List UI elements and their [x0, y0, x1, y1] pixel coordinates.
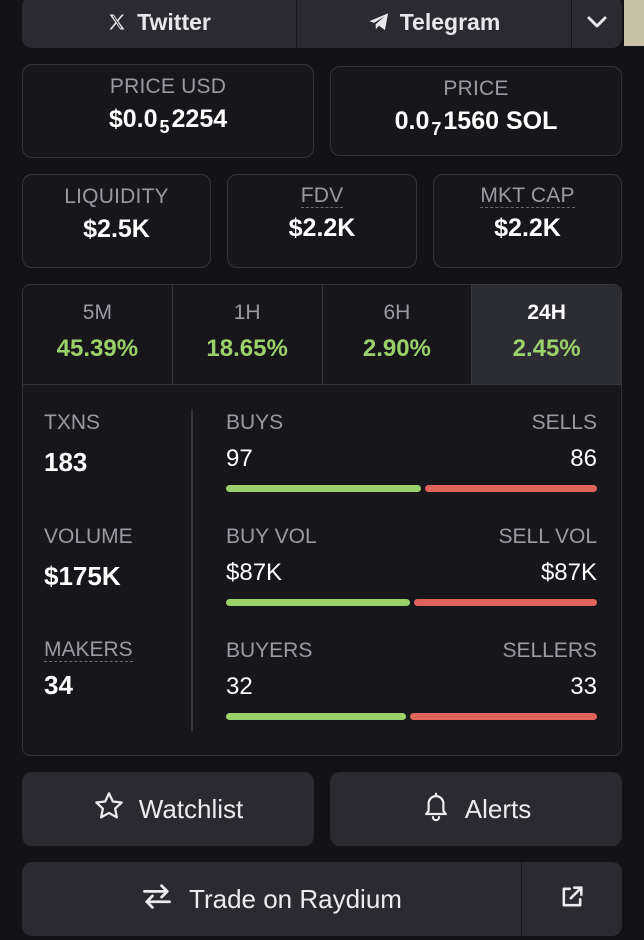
sells-value: 86 [570, 445, 597, 472]
buy-sell-volume-stat: BUY VOL SELL VOL $87K $87K [226, 525, 597, 606]
price-native-zero-count: 7 [431, 119, 442, 139]
liquidity-value: $2.5K [83, 215, 150, 243]
liquidity-label: LIQUIDITY [64, 185, 169, 208]
sells-bar [425, 485, 597, 492]
tab-label: 1H [233, 301, 261, 324]
sells-label: SELLS [531, 411, 597, 434]
swap-arrows-icon [141, 882, 173, 917]
buyers-sellers-ratio-bar [226, 713, 597, 720]
star-icon [93, 790, 125, 829]
price-native-label: PRICE [443, 77, 509, 100]
bell-icon [421, 790, 451, 829]
tab-label: 24H [527, 301, 566, 324]
buys-sells-stat: BUYS SELLS 97 86 [226, 411, 597, 492]
tab-label: 6H [383, 301, 411, 324]
buys-sells-ratio-bar [226, 485, 597, 492]
timeframe-tabs: 5M 45.39% 1H 18.65% 6H 2.90% 24H 2.45% [23, 285, 621, 385]
sellers-bar [410, 713, 597, 720]
fdv-label: FDV [300, 184, 344, 208]
telegram-label: Telegram [399, 8, 501, 35]
tab-change: 2.90% [362, 335, 431, 362]
trade-row: Trade on Raydium [22, 862, 622, 936]
tab-1h[interactable]: 1H 18.65% [173, 285, 323, 384]
buyers-value: 32 [226, 673, 253, 700]
open-external-button[interactable] [522, 862, 622, 936]
trade-label: Trade on Raydium [189, 883, 402, 914]
stats-body: TXNS 183 VOLUME $175K MAKERS 34 BUYS SEL… [23, 385, 621, 755]
volume-label: VOLUME [44, 525, 133, 548]
makers-stat[interactable]: MAKERS 34 [44, 639, 133, 701]
txns-stat: TXNS 183 [44, 411, 100, 478]
fdv-box[interactable]: FDV $2.2K [227, 174, 417, 268]
telegram-button[interactable]: Telegram [297, 0, 572, 48]
tab-24h[interactable]: 24H 2.45% [472, 285, 621, 384]
watchlist-button[interactable]: Watchlist [22, 772, 314, 846]
buy-vol-bar [226, 599, 410, 606]
liquidity-box: LIQUIDITY $2.5K [22, 174, 211, 268]
tab-change: 45.39% [56, 335, 139, 362]
social-links-row: Twitter Telegram [22, 0, 622, 48]
buy-vol-label: BUY VOL [226, 525, 317, 548]
twitter-label: Twitter [137, 8, 211, 35]
tab-5m[interactable]: 5M 45.39% [23, 285, 173, 384]
buyers-label: BUYERS [226, 639, 313, 662]
price-usd-value: $0.0 52254 [23, 105, 313, 137]
more-links-button[interactable] [572, 0, 622, 48]
twitter-button[interactable]: Twitter [22, 0, 297, 48]
price-native-value: 0.0 71560 SOL [331, 107, 621, 139]
buyers-sellers-stat: BUYERS SELLERS 32 33 [226, 639, 597, 720]
price-native-prefix: 0.0 [394, 107, 430, 135]
alerts-button[interactable]: Alerts [330, 772, 622, 846]
price-native-box: PRICE 0.0 71560 SOL [330, 66, 622, 156]
tab-change: 18.65% [206, 335, 288, 362]
buys-bar [226, 485, 421, 492]
x-logo-icon [107, 12, 127, 32]
chevron-down-icon [586, 15, 608, 29]
buyers-bar [226, 713, 406, 720]
watchlist-label: Watchlist [138, 793, 244, 824]
makers-value: 34 [44, 670, 73, 700]
volume-value: $175K [44, 561, 121, 591]
tab-label: 5M [82, 301, 112, 324]
mkt-cap-value: $2.2K [494, 214, 561, 242]
price-usd-digits: 2254 [171, 105, 228, 133]
sell-vol-label: SELL VOL [498, 525, 597, 548]
mkt-cap-box[interactable]: MKT CAP $2.2K [433, 174, 622, 268]
alerts-label: Alerts [464, 793, 532, 824]
sellers-label: SELLERS [502, 639, 597, 662]
price-usd-prefix: $0.0 [108, 105, 158, 133]
buy-vol-value: $87K [226, 559, 283, 586]
price-usd-box: PRICE USD $0.0 52254 [22, 64, 314, 158]
price-usd-zero-count: 5 [159, 117, 170, 137]
stats-panel: 5M 45.39% 1H 18.65% 6H 2.90% 24H 2.45% T… [22, 284, 622, 756]
trade-on-raydium-button[interactable]: Trade on Raydium [22, 862, 522, 936]
price-usd-label: PRICE USD [109, 75, 227, 98]
background-edge [624, 0, 644, 46]
volume-stat: VOLUME $175K [44, 525, 133, 592]
fdv-value: $2.2K [288, 214, 356, 242]
mkt-cap-label: MKT CAP [480, 184, 575, 208]
buy-sell-vol-ratio-bar [226, 599, 597, 606]
buys-label: BUYS [226, 411, 284, 434]
makers-label: MAKERS [44, 638, 133, 662]
telegram-icon [368, 12, 390, 32]
txns-value: 183 [44, 447, 88, 477]
txns-label: TXNS [44, 411, 101, 434]
stats-divider [191, 409, 193, 731]
external-link-icon [558, 883, 586, 916]
sellers-value: 33 [570, 673, 597, 700]
tab-change: 2.45% [512, 335, 581, 362]
sell-vol-value: $87K [540, 559, 597, 586]
sell-vol-bar [413, 599, 597, 606]
price-native-digits: 1560 SOL [443, 107, 558, 135]
buys-value: 97 [226, 445, 253, 472]
tab-6h[interactable]: 6H 2.90% [323, 285, 473, 384]
